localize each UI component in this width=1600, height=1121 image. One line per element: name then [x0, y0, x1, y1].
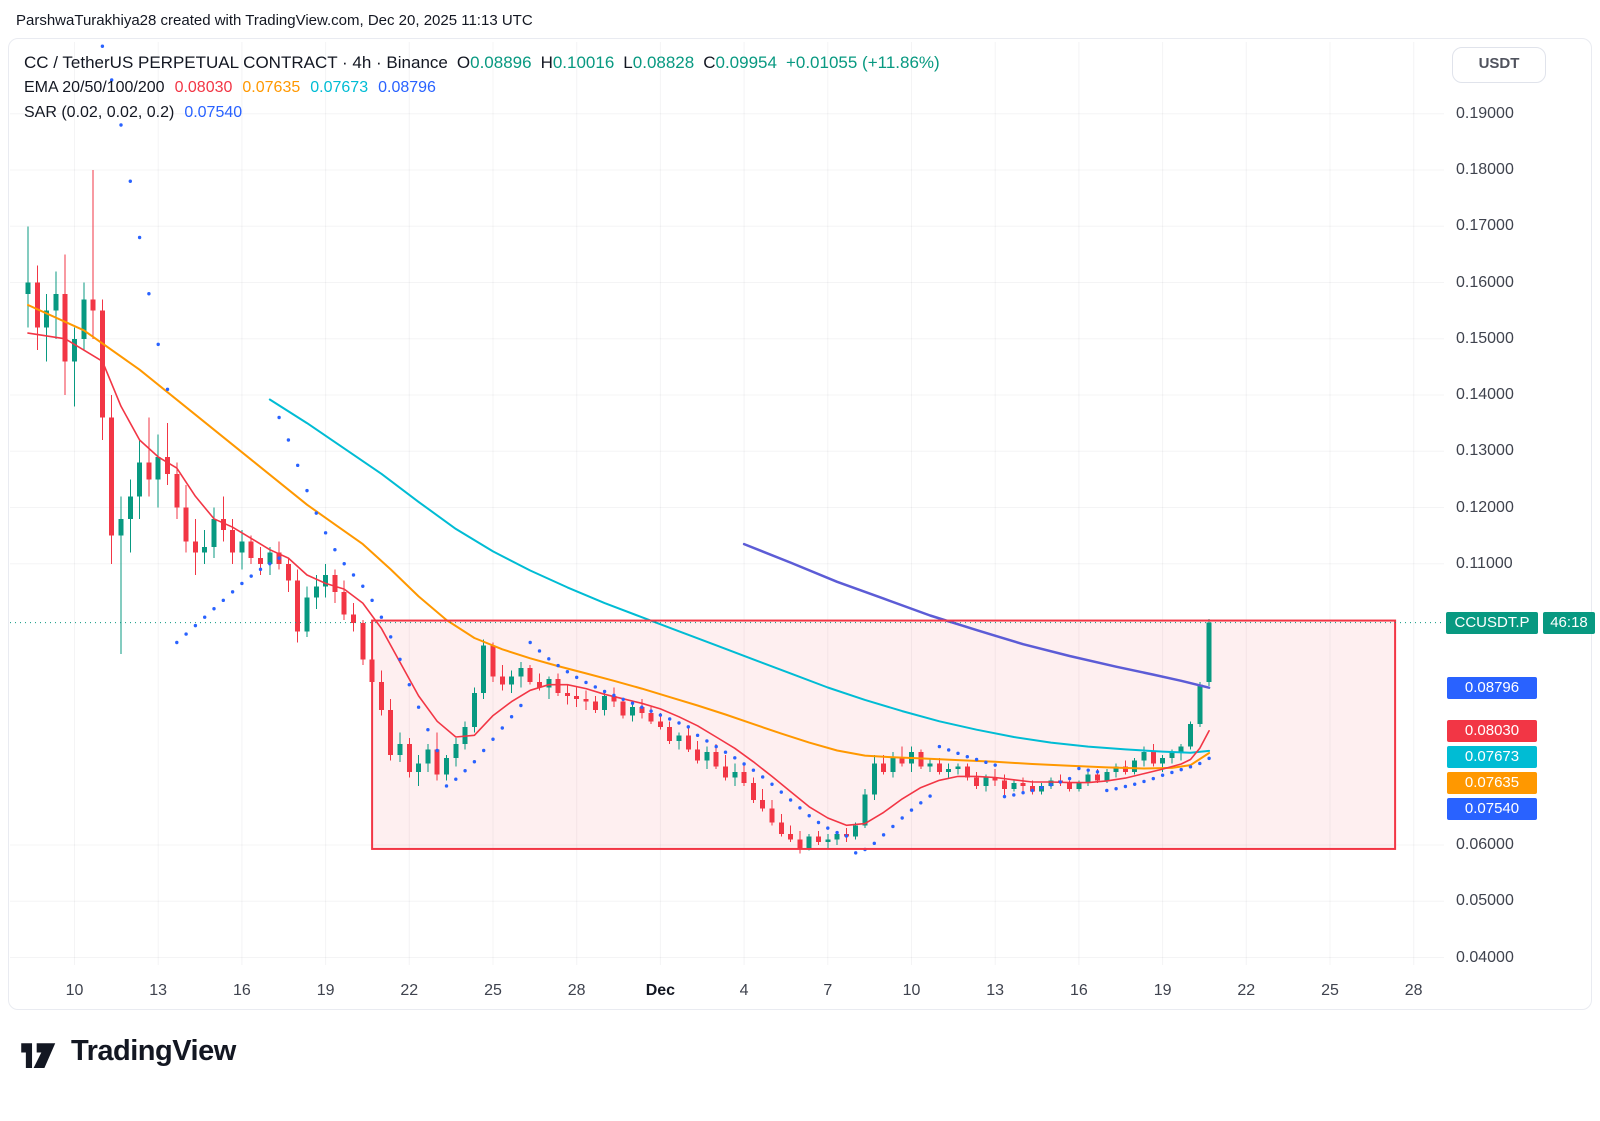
indicator-price-badge: 0.07635 [1447, 771, 1537, 794]
tradingview-logo-icon [21, 1043, 56, 1068]
price-axis[interactable]: 0.19000 0.18000 0.17000 0.16000 0.15000 0.140… [1446, 0, 1600, 1121]
ohlc-high-value: 0.10016 [552, 53, 615, 72]
price-tick-label: 0.04000 [1456, 948, 1514, 966]
ema50-value: 0.07635 [242, 79, 301, 96]
ohlc-high-label: H [540, 53, 553, 72]
currency-toggle-button[interactable]: USDT [1452, 47, 1546, 83]
price-tick-label: 0.06000 [1456, 836, 1514, 853]
price-tick-label: 0.15000 [1456, 329, 1514, 347]
chart-legend: CC / TetherUS PERPETUAL CONTRACT · 4h · … [24, 50, 940, 125]
ohlc-close-value: 0.09954 [715, 53, 777, 72]
price-change: +0.01055 (+11.86%) [785, 53, 940, 72]
ema-indicator-label[interactable]: EMA 20/50/100/200 [24, 79, 165, 96]
price-tick-label: 0.19000 [1456, 104, 1514, 122]
indicator-price-badge: 0.08796 [1447, 676, 1537, 699]
price-tick-label: 0.14000 [1456, 386, 1514, 403]
tradingview-logo-text: TradingView [71, 1034, 236, 1067]
price-tick-label: 0.17000 [1456, 217, 1514, 235]
attribution-text: ParshwaTurakhiya28 created with TradingV… [16, 12, 533, 29]
symbol-price-badge: CCUSDT.P [1446, 611, 1538, 634]
price-tick-label: 0.12000 [1456, 498, 1514, 516]
ema20-value: 0.08030 [174, 79, 233, 96]
last-price-badge-row: CCUSDT.P 46:18 [1446, 611, 1595, 634]
price-tick-label: 0.13000 [1456, 442, 1514, 460]
candle-countdown-badge: 46:18 [1543, 611, 1595, 634]
sar-value: 0.07540 [184, 104, 243, 121]
ema200-value: 0.08796 [378, 79, 436, 96]
ohlc-low-label: L [623, 53, 633, 72]
ema-legend-row: EMA 20/50/100/200 0.08030 0.07635 0.07673 0.… [24, 75, 940, 100]
tradingview-logo[interactable]: TradingView [18, 1034, 236, 1068]
ohlc-close-label: C [703, 53, 716, 72]
price-tick-label: 0.18000 [1456, 161, 1514, 178]
symbol-legend-row: CC / TetherUS PERPETUAL CONTRACT · 4h · … [24, 50, 940, 75]
ohlc-open-label: O [456, 53, 471, 72]
price-tick-label: 0.16000 [1456, 273, 1514, 291]
sar-legend-row: SAR (0.02, 0.02, 0.2) 0.07540 [24, 100, 940, 125]
sar-indicator-label[interactable]: SAR (0.02, 0.02, 0.2) [24, 104, 175, 121]
indicator-price-badge: 0.08030 [1447, 719, 1537, 742]
indicator-price-badge: 0.07673 [1447, 745, 1537, 768]
ohlc-open-value: 0.08896 [470, 53, 532, 72]
price-tick-label: 0.11000 [1456, 554, 1513, 572]
price-tick-label: 0.05000 [1456, 892, 1514, 910]
ohlc-low-value: 0.08828 [632, 53, 695, 72]
ema100-value: 0.07673 [310, 79, 369, 96]
indicator-price-badge: 0.07540 [1447, 797, 1537, 820]
symbol-title[interactable]: CC / TetherUS PERPETUAL CONTRACT · 4h · … [24, 53, 448, 72]
